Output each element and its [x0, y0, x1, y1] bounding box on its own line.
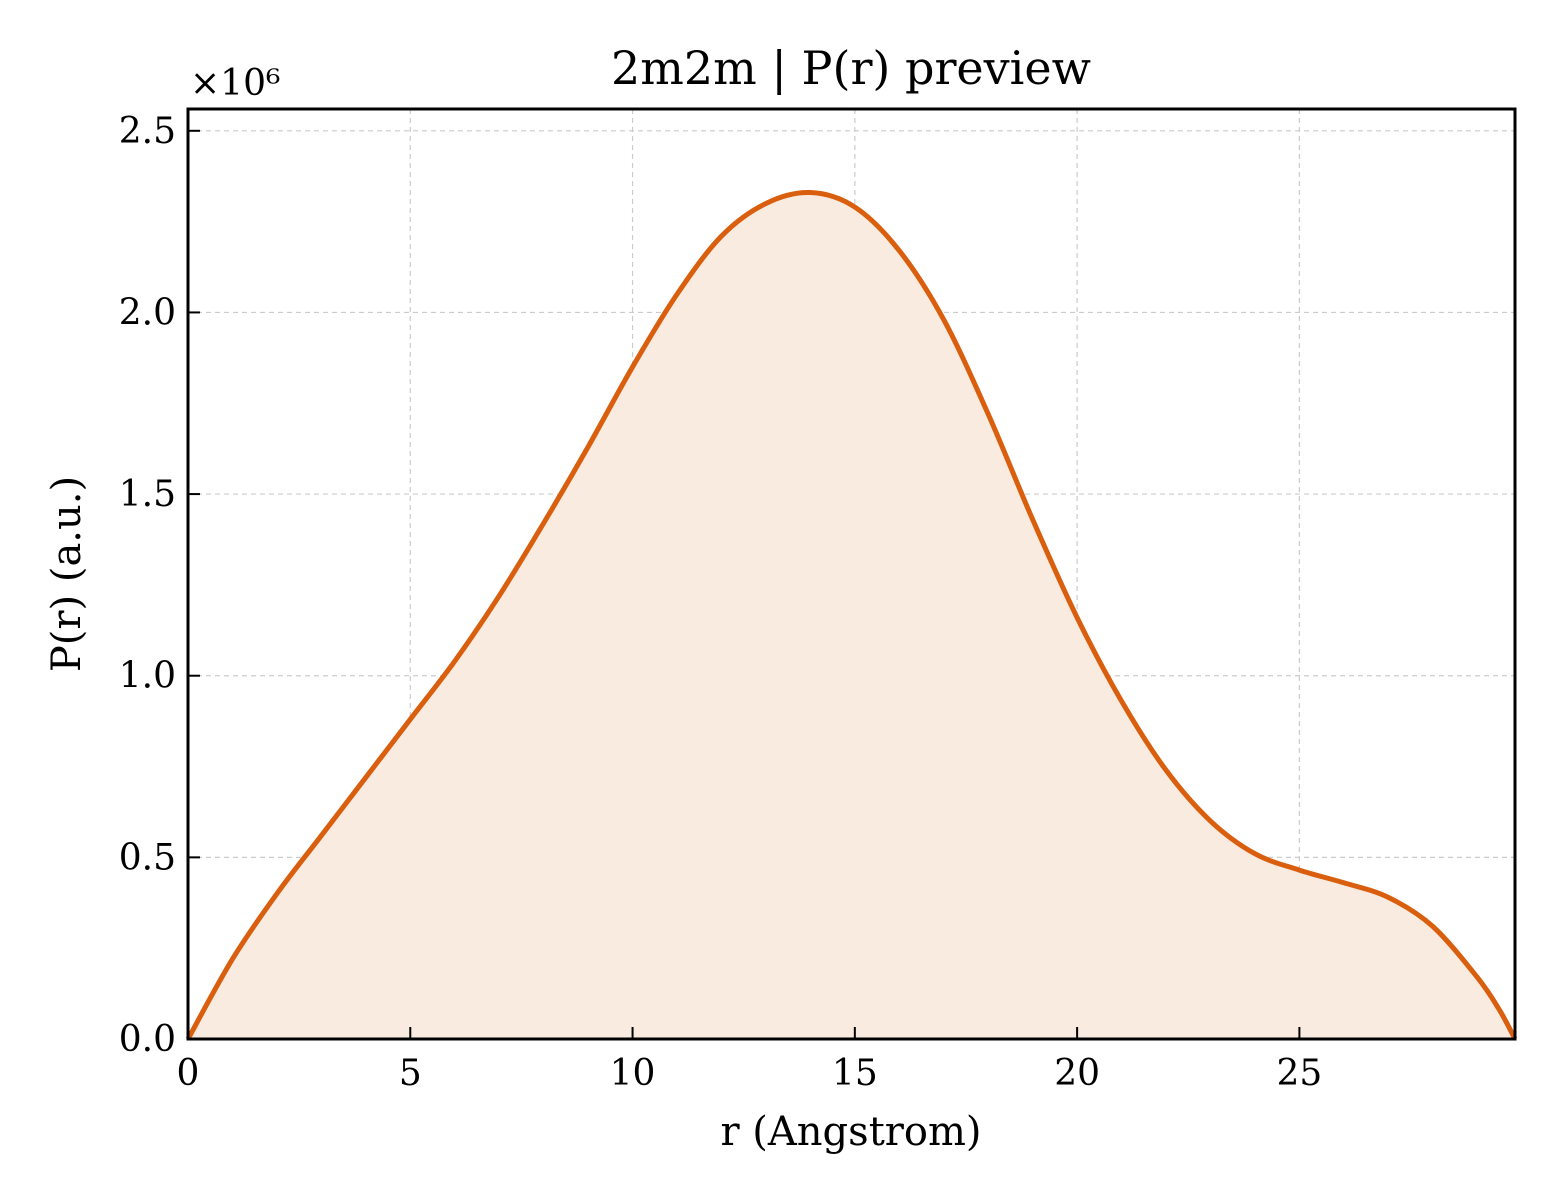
x-tick-label: 10	[610, 1053, 656, 1094]
y-tick-label: 0.5	[119, 837, 176, 878]
x-tick-label: 15	[832, 1053, 878, 1094]
x-tick-label: 5	[399, 1053, 422, 1094]
y-tick-label: 1.0	[119, 656, 176, 697]
y-axis-label: P(r) (a.u.)	[44, 476, 90, 672]
series-line	[185, 190, 1518, 1041]
area-fill	[188, 192, 1515, 1039]
y-tick-label: 2.5	[119, 111, 176, 152]
y-tick-label: 2.0	[119, 292, 176, 333]
y-tick-label: 1.5	[119, 474, 176, 515]
x-tick-label: 25	[1276, 1053, 1322, 1094]
x-tick-label: 20	[1054, 1053, 1100, 1094]
tick-layer: 0 5 10 15 20 25 0.0 0.5 1.0 1.5 2.0 2.5	[119, 111, 1323, 1094]
x-tick-label: 0	[177, 1053, 200, 1094]
x-axis-label: r (Angstrom)	[720, 1109, 981, 1155]
chart-title: 2m2m | P(r) preview	[611, 41, 1091, 95]
y-multiplier-label: ×10⁶	[190, 63, 280, 104]
y-tick-label: 0.0	[119, 1019, 176, 1060]
plot-frame	[186, 107, 1517, 1041]
